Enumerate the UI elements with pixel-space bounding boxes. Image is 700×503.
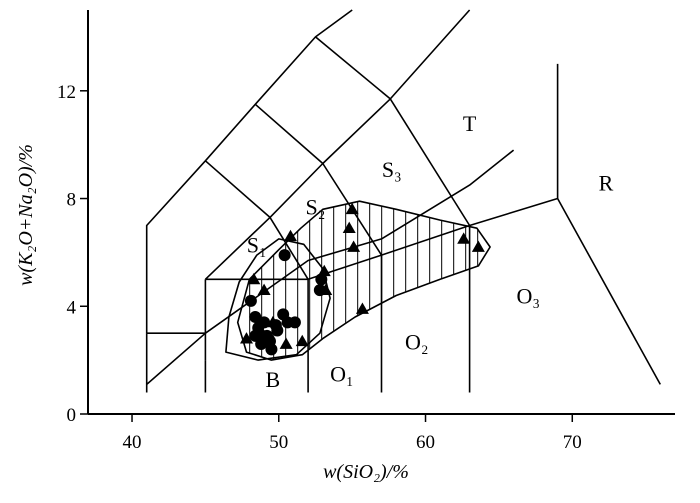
circle-point (278, 249, 291, 262)
x-tick-label: 60 (416, 432, 435, 453)
triangle-point (247, 272, 261, 285)
x-tick-label: 50 (269, 432, 288, 453)
envelope-outline (225, 238, 331, 361)
field-label: B (266, 367, 281, 392)
circle-point (271, 324, 284, 337)
triangle-point (279, 337, 293, 349)
triangle-point (266, 315, 280, 328)
triangle-point (345, 202, 359, 215)
field-label: S₃ (382, 157, 402, 182)
triangle-point (342, 221, 356, 234)
triangle-point (284, 229, 298, 242)
y-tick-label: 4 (67, 297, 77, 318)
tick-group: 40 50 60 70 0 4 8 12 (57, 82, 582, 453)
y-axis-label: w(K₂O+Na₂O)/% (15, 144, 37, 286)
field-boundary (389, 98, 471, 226)
field-boundary (556, 198, 662, 385)
triangle-point (317, 264, 331, 277)
field-boundary (146, 149, 515, 386)
field-boundary (145, 9, 353, 334)
circle-point (249, 311, 262, 324)
field-label: R (599, 170, 614, 195)
field-label: S₁ (247, 232, 267, 257)
field-label: O₃ (516, 284, 540, 309)
field-label: O₂ (405, 329, 429, 354)
y-tick-label: 12 (57, 82, 76, 103)
x-axis-label: w(SiO₂)/% (323, 461, 409, 483)
field-boundary (204, 160, 271, 219)
axes (87, 10, 675, 415)
triangle-point (257, 283, 271, 295)
y-tick-label: 0 (67, 405, 77, 426)
envelope-outline (236, 200, 491, 361)
circle-point (258, 316, 271, 329)
x-tick-label: 40 (123, 432, 142, 453)
field-label: O₁ (330, 362, 354, 387)
triangle-point (295, 334, 309, 347)
circle-point (244, 294, 257, 307)
circle-point (288, 316, 301, 329)
x-tick-label: 70 (563, 432, 582, 453)
field-boundary (269, 216, 309, 280)
point-group (239, 202, 485, 356)
triangle-point (457, 232, 471, 244)
triangle-point (347, 240, 361, 252)
field-label: T (463, 111, 477, 136)
y-tick-label: 8 (67, 190, 77, 211)
field-label: S₂ (306, 195, 326, 220)
field-boundary (314, 36, 391, 100)
field-boundary (254, 103, 324, 165)
circle-point (315, 273, 328, 286)
boundary-group (145, 9, 662, 393)
triangle-point (471, 240, 485, 252)
field-label-group: T S₃ S₂ S₁ R O₃ O₂ O₁ B (247, 111, 614, 392)
triangle-point (251, 324, 265, 336)
triangle-point (319, 283, 333, 295)
triangle-point (355, 302, 369, 314)
triangle-point (239, 332, 253, 344)
